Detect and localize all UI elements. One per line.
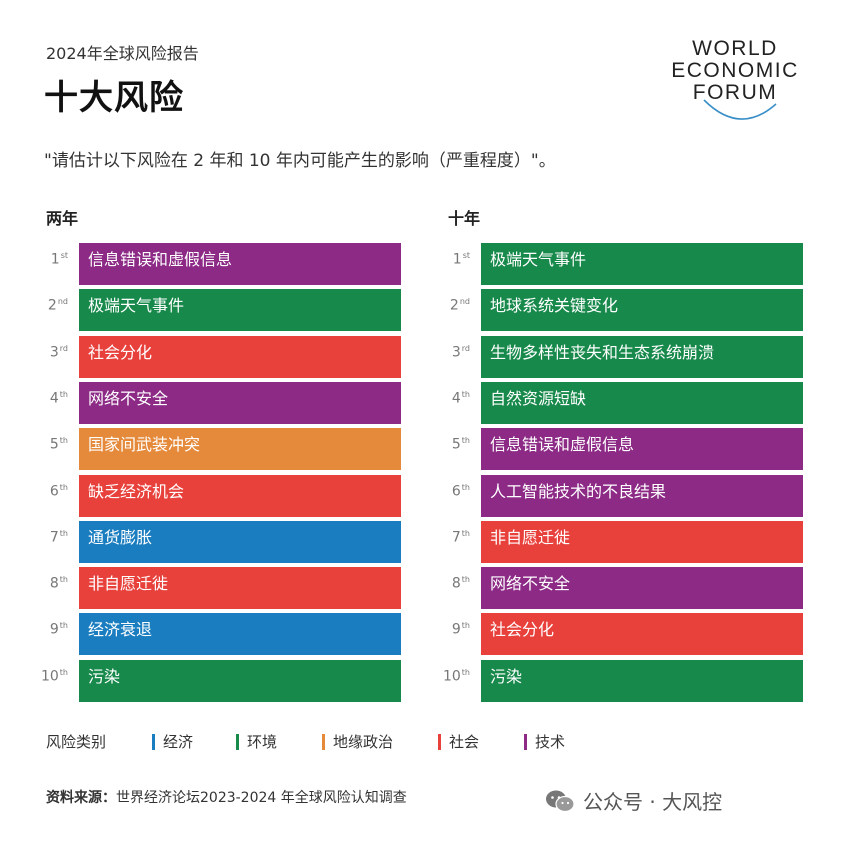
legend-item: 社会 bbox=[438, 731, 479, 752]
two-year-risk-bar-2: 极端天气事件 bbox=[79, 289, 401, 331]
ten-year-risk-bar-7: 非自愿迁徙 bbox=[481, 521, 803, 563]
two-year-risk-label: 国家间武装冲突 bbox=[88, 435, 201, 454]
two-year-risk-label: 缺乏经济机会 bbox=[88, 482, 185, 501]
two-year-rank-6: 6th bbox=[49, 483, 68, 500]
watermark: 公众号 · 大风控 bbox=[545, 786, 722, 815]
source-note: 资料来源：世界经济论坛2023-2024 年全球风险认知调查 bbox=[46, 787, 407, 807]
two-year-risk-label: 极端天气事件 bbox=[88, 296, 185, 315]
ten-year-risk-bar-4: 自然资源短缺 bbox=[481, 382, 803, 424]
two-year-rank-5: 5th bbox=[49, 436, 68, 453]
ten-year-rank-1: 1st bbox=[452, 251, 470, 268]
two-year-risk-label: 信息错误和虚假信息 bbox=[88, 250, 233, 269]
two-year-rank-3: 3rd bbox=[49, 344, 68, 361]
ten-year-rank-5: 5th bbox=[451, 436, 470, 453]
legend-swatch bbox=[524, 734, 527, 750]
ten-year-risk-bar-5: 信息错误和虚假信息 bbox=[481, 428, 803, 470]
ten-year-risk-label: 人工智能技术的不良结果 bbox=[490, 482, 667, 501]
two-year-risk-label: 经济衰退 bbox=[88, 620, 153, 639]
ten-year-risk-bar-10: 污染 bbox=[481, 660, 803, 702]
legend-swatch bbox=[438, 734, 441, 750]
page-title: 十大风险 bbox=[44, 78, 184, 118]
ten-year-rank-9: 9th bbox=[451, 621, 470, 638]
two-year-rank-1: 1st bbox=[50, 251, 68, 268]
two-year-risk-bar-8: 非自愿迁徙 bbox=[79, 567, 401, 609]
ten-year-rank-10: 10th bbox=[442, 668, 470, 685]
ten-year-risk-label: 极端天气事件 bbox=[490, 250, 587, 269]
ten-year-risk-label: 地球系统关键变化 bbox=[490, 296, 619, 315]
ten-year-risk-bar-1: 极端天气事件 bbox=[481, 243, 803, 285]
legend-title: 风险类别 bbox=[46, 733, 107, 751]
ten-year-rank-2: 2nd bbox=[449, 297, 470, 314]
ten-year-rank-4: 4th bbox=[451, 390, 470, 407]
ten-year-risk-label: 信息错误和虚假信息 bbox=[490, 435, 635, 454]
two-year-risk-bar-4: 网络不安全 bbox=[79, 382, 401, 424]
two-year-risk-bar-6: 缺乏经济机会 bbox=[79, 475, 401, 517]
wef-logo: WORLD ECONOMIC FORUM bbox=[660, 38, 810, 128]
two-year-rank-10: 10th bbox=[40, 668, 68, 685]
two-year-risk-label: 网络不安全 bbox=[88, 389, 169, 408]
two-year-risk-bar-9: 经济衰退 bbox=[79, 613, 401, 655]
legend-swatch bbox=[236, 734, 239, 750]
report-subtitle: 2024年全球风险报告 bbox=[46, 44, 199, 63]
legend-item: 技术 bbox=[524, 731, 565, 752]
ten-year-rank-7: 7th bbox=[451, 529, 470, 546]
ten-year-risk-bar-8: 网络不安全 bbox=[481, 567, 803, 609]
two-year-risk-bar-3: 社会分化 bbox=[79, 336, 401, 378]
two-year-rank-9: 9th bbox=[49, 621, 68, 638]
two-year-risk-bar-1: 信息错误和虚假信息 bbox=[79, 243, 401, 285]
source-label: 资料来源： bbox=[46, 790, 116, 806]
ten-year-risk-bar-9: 社会分化 bbox=[481, 613, 803, 655]
ten-year-risk-bar-2: 地球系统关键变化 bbox=[481, 289, 803, 331]
ten-year-risk-bar-6: 人工智能技术的不良结果 bbox=[481, 475, 803, 517]
survey-question: "请估计以下风险在 2 年和 10 年内可能产生的影响（严重程度）"。 bbox=[44, 151, 556, 171]
ten-year-risk-label: 生物多样性丧失和生态系统崩溃 bbox=[490, 343, 715, 362]
two-year-rank-7: 7th bbox=[49, 529, 68, 546]
ten-year-risk-label: 污染 bbox=[490, 667, 523, 686]
logo-line-1: WORLD bbox=[692, 37, 778, 60]
two-year-rank-2: 2nd bbox=[47, 297, 68, 314]
legend-item: 环境 bbox=[236, 731, 277, 752]
legend-item: 地缘政治 bbox=[322, 731, 393, 752]
watermark-text: 公众号 · 大风控 bbox=[583, 790, 723, 814]
two-year-risk-label: 通货膨胀 bbox=[88, 528, 153, 547]
two-year-risk-bar-5: 国家间武装冲突 bbox=[79, 428, 401, 470]
two-year-rank-8: 8th bbox=[49, 575, 68, 592]
logo-line-3: FORUM bbox=[692, 81, 778, 104]
wechat-icon bbox=[546, 790, 575, 813]
ten-year-risk-label: 网络不安全 bbox=[490, 574, 571, 593]
two-year-rank-4: 4th bbox=[49, 390, 68, 407]
logo-line-2: ECONOMIC bbox=[671, 59, 799, 82]
two-year-risk-bar-10: 污染 bbox=[79, 660, 401, 702]
legend-swatch bbox=[322, 734, 325, 750]
ten-year-risk-label: 自然资源短缺 bbox=[490, 389, 587, 408]
two-year-risk-label: 社会分化 bbox=[88, 343, 153, 362]
ten-year-risk-label: 社会分化 bbox=[490, 620, 555, 639]
ten-year-rank-8: 8th bbox=[451, 575, 470, 592]
legend-swatch bbox=[152, 734, 155, 750]
two-year-risk-bar-7: 通货膨胀 bbox=[79, 521, 401, 563]
two-year-risk-label: 非自愿迁徙 bbox=[88, 574, 169, 593]
ten-year-risk-label: 非自愿迁徙 bbox=[490, 528, 571, 547]
two-year-header: 两年 bbox=[46, 209, 79, 228]
ten-year-header: 十年 bbox=[448, 209, 481, 228]
ten-year-rank-6: 6th bbox=[451, 483, 470, 500]
two-year-risk-label: 污染 bbox=[88, 667, 121, 686]
legend-item: 经济 bbox=[152, 731, 193, 752]
ten-year-rank-3: 3rd bbox=[451, 344, 470, 361]
ten-year-risk-bar-3: 生物多样性丧失和生态系统崩溃 bbox=[481, 336, 803, 378]
source-text: 世界经济论坛2023-2024 年全球风险认知调查 bbox=[116, 790, 407, 806]
logo-arc-icon bbox=[703, 99, 777, 120]
